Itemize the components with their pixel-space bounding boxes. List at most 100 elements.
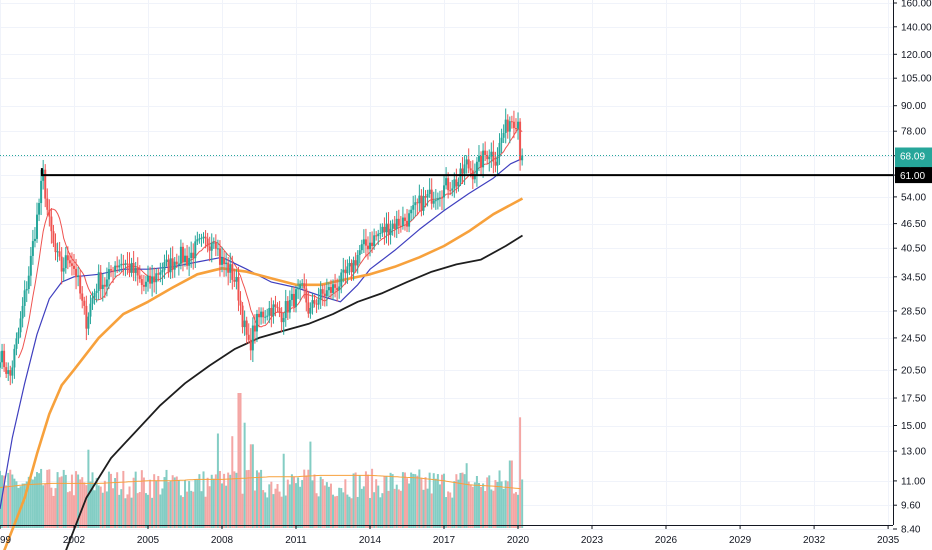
candle-body [313, 300, 316, 304]
volume-bar [270, 481, 273, 528]
volume-bar [521, 479, 524, 528]
candle-body [204, 236, 207, 239]
volume-bar [144, 493, 147, 528]
candle-body [198, 238, 201, 240]
candle-body [239, 300, 242, 306]
volume-bar [412, 473, 415, 528]
volume-bar [147, 494, 150, 528]
candle-body [325, 290, 328, 297]
candle-body [175, 261, 178, 265]
candle-body [214, 242, 217, 249]
candle-body [420, 195, 423, 211]
candle-body [87, 316, 90, 329]
candle-body [75, 268, 78, 277]
volume-bar [508, 460, 511, 528]
candle-body [455, 179, 458, 187]
volume-bar [66, 492, 69, 528]
volume-bar [214, 474, 217, 528]
volume-bar [93, 490, 96, 528]
volume-bar [309, 441, 312, 528]
price-tick-label: 15.00 [901, 421, 926, 432]
price-tick-label: 9.60 [901, 501, 921, 512]
volume-bar [157, 475, 160, 528]
time-tick-label: 2020 [507, 535, 530, 546]
candle-body [317, 299, 320, 305]
candle-body [517, 121, 520, 129]
volume-bar [311, 480, 314, 528]
volume-bar [198, 474, 201, 528]
volume-bar [443, 473, 446, 528]
volume-bar [438, 484, 441, 528]
candle-body [247, 334, 250, 340]
volume-bar [68, 491, 71, 528]
candle-body [438, 197, 441, 199]
candle-body [77, 275, 80, 277]
candle-body [393, 223, 396, 229]
candle-body [469, 168, 472, 171]
candle-body [309, 307, 312, 314]
candle-body [463, 164, 466, 174]
candle-body [52, 231, 55, 244]
ma-long-line [65, 234, 523, 550]
candle-body [354, 260, 357, 266]
candle-body [358, 250, 361, 255]
volume-bar [399, 490, 402, 528]
candle-body [1, 350, 4, 363]
volume-bar [165, 469, 168, 528]
candle-body [264, 316, 267, 318]
candle-body [169, 258, 172, 273]
volume-bar [340, 488, 343, 528]
candle-body [422, 196, 425, 211]
volume-bar [231, 436, 234, 528]
candle-body [356, 255, 359, 266]
volume-bar [161, 488, 164, 528]
volume-bar [467, 481, 470, 528]
candle-body [202, 236, 205, 238]
candle-body [159, 272, 162, 275]
candle-body [188, 258, 191, 266]
candle-body [221, 257, 224, 265]
volume-bar [60, 476, 63, 528]
candle-body [305, 288, 308, 303]
volume-bar [430, 493, 433, 528]
volume-bar [75, 471, 78, 528]
volume-bar [401, 472, 404, 528]
level-price-label: 61.00 [900, 171, 925, 182]
candle-body [89, 303, 92, 317]
volume-bar [175, 476, 178, 528]
volume-bar [87, 449, 90, 528]
candle-body [210, 242, 213, 251]
candle-body [360, 244, 363, 251]
candle-body [243, 320, 246, 328]
volume-bar [89, 481, 92, 528]
candle-body [375, 235, 378, 237]
candle-body [73, 265, 76, 269]
candle-body [301, 283, 304, 285]
volume-bar [44, 483, 47, 528]
price-badges: 68.094d 7h61.00 [895, 147, 932, 184]
price-levels [0, 155, 893, 177]
candle-body [62, 268, 65, 272]
candle-body [344, 269, 347, 274]
candle-body [266, 315, 269, 317]
candle-body [406, 220, 409, 227]
candle-body [147, 275, 150, 282]
price-tick-label: 140.00 [901, 22, 932, 33]
candle-body [7, 370, 10, 374]
candle-body [346, 266, 349, 274]
volume-bar [336, 495, 339, 528]
volume-bar [210, 474, 213, 528]
volume-bar [1, 475, 4, 528]
candle-body [196, 239, 199, 242]
volume-bar [9, 469, 12, 528]
candle-body [329, 287, 332, 293]
volume-bar [321, 479, 324, 528]
volume-bar [313, 474, 316, 528]
candle-body [260, 311, 263, 318]
time-axis[interactable]: 1999 2002 2005 2008 2011 2014 2017 2020 2023 2026… [0, 525, 900, 546]
time-tick-label: 2035 [877, 535, 900, 546]
volume-bars [0, 393, 524, 528]
volume-bar [266, 497, 269, 528]
volume-bar [358, 475, 361, 528]
